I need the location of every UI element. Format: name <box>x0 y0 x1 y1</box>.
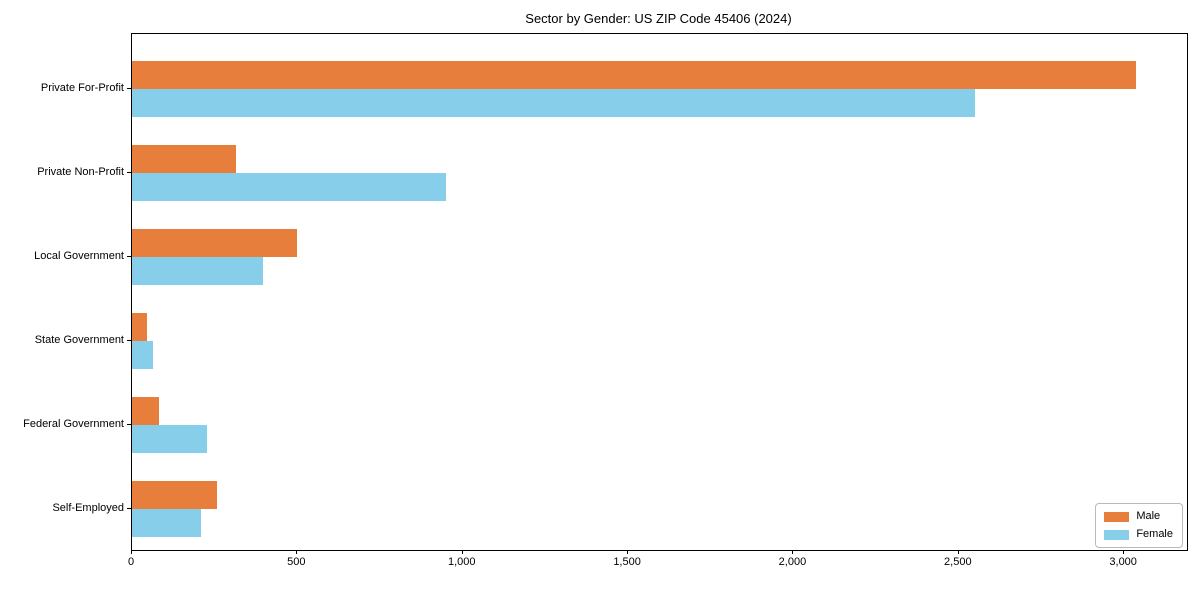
legend-swatch-female <box>1104 529 1130 540</box>
bar-male-local-government <box>132 229 298 257</box>
y-tick-label-local-government: Local Government <box>34 250 124 262</box>
y-tick-label-private-for-profit: Private For-Profit <box>40 82 124 94</box>
y-tick-mark <box>127 256 131 257</box>
legend-item-female: Female <box>1104 528 1173 541</box>
x-tick-mark <box>1123 550 1125 554</box>
legend-label-male: Male <box>1136 510 1161 522</box>
chart-title: Sector by Gender: US ZIP Code 45406 (202… <box>525 11 792 26</box>
bar-female-private-for-profit <box>132 89 976 117</box>
x-tick-mark <box>461 550 463 554</box>
bar-male-private-for-profit <box>132 61 1136 89</box>
bar-male-state-government <box>132 313 147 341</box>
y-tick-label-state-government: State Government <box>34 334 124 346</box>
legend: Male Female <box>1095 503 1183 548</box>
bar-female-private-non-profit <box>132 173 447 201</box>
x-tick-mark <box>131 550 132 554</box>
x-tick-mark <box>792 550 794 554</box>
x-tick-label-3000: 3,000 <box>1109 556 1137 568</box>
y-tick-mark <box>127 508 131 509</box>
y-tick-mark <box>127 424 131 425</box>
bar-male-private-non-profit <box>132 145 237 173</box>
bar-male-self-employed <box>132 481 217 509</box>
x-tick-label-0: 0 <box>127 556 135 568</box>
x-tick-mark <box>957 550 959 554</box>
y-tick-mark <box>127 340 131 341</box>
bar-female-self-employed <box>132 509 201 537</box>
legend-swatch-male <box>1104 511 1130 522</box>
x-tick-label-2000: 2,000 <box>778 556 807 568</box>
x-tick-label-500: 500 <box>287 556 306 568</box>
y-tick-label-federal-government: Federal Government <box>23 418 124 430</box>
x-tick-label-1000: 1,000 <box>447 556 476 568</box>
y-tick-label-private-non-profit: Private Non-Profit <box>37 166 124 178</box>
y-tick-mark <box>127 88 131 89</box>
plot-area: Male Female <box>131 33 1188 551</box>
bar-female-local-government <box>132 257 263 285</box>
bar-male-federal-government <box>132 397 160 425</box>
y-tick-mark <box>127 172 131 173</box>
legend-label-female: Female <box>1136 528 1173 540</box>
x-tick-label-2500: 2,500 <box>944 556 972 568</box>
x-tick-mark <box>627 550 629 554</box>
x-tick-mark <box>296 550 298 554</box>
y-tick-label-self-employed: Self-Employed <box>52 502 124 514</box>
x-tick-label-1500: 1,500 <box>613 556 641 568</box>
bar-female-state-government <box>132 341 153 369</box>
bar-female-federal-government <box>132 425 208 453</box>
legend-item-male: Male <box>1104 510 1173 523</box>
